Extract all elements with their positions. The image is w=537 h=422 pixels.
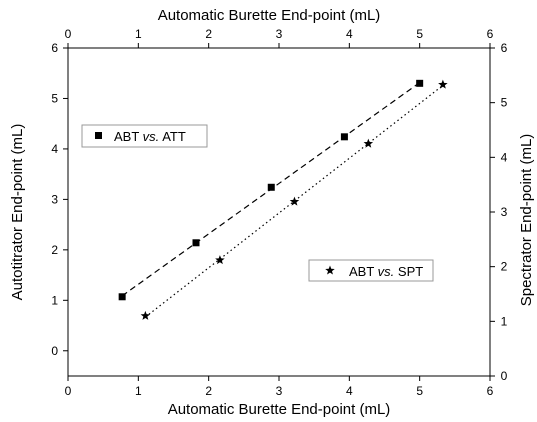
data-point-square bbox=[267, 183, 275, 191]
data-point-square bbox=[118, 293, 126, 301]
y-left-tick-label: 3 bbox=[51, 192, 58, 206]
fit-lines bbox=[121, 82, 444, 318]
x-top-tick-label: 2 bbox=[205, 27, 212, 41]
x-bottom-tick-label: 6 bbox=[487, 384, 494, 398]
data-point-star bbox=[363, 138, 374, 148]
x-bottom-tick-label: 3 bbox=[276, 384, 283, 398]
x-top-tick-label: 3 bbox=[276, 27, 283, 41]
x-top-tick-label: 1 bbox=[135, 27, 142, 41]
x-bottom-tick-label: 1 bbox=[135, 384, 142, 398]
legend-box-spt: ABT vs. SPT bbox=[308, 259, 434, 282]
plot-frame bbox=[67, 47, 491, 377]
x-top-tick-label: 0 bbox=[65, 27, 72, 41]
y-left-tick-label: 0 bbox=[51, 344, 58, 358]
legend-frame-spt bbox=[308, 259, 434, 282]
x-top-tick-label: 4 bbox=[346, 27, 353, 41]
data-point-square bbox=[192, 239, 200, 247]
legend-label-att: ABT vs. ATT bbox=[114, 129, 186, 144]
legend-marker-star-icon bbox=[325, 265, 335, 275]
legend-box-att: ABT vs. ATT bbox=[81, 124, 208, 148]
x-top-tick-label: 6 bbox=[487, 27, 494, 41]
y-left-tick-label: 4 bbox=[51, 142, 58, 156]
x-top-tick-label: 5 bbox=[416, 27, 423, 41]
y-left-tick-label: 1 bbox=[51, 293, 58, 307]
data-point-star bbox=[438, 79, 448, 89]
y-right-tick-label: 0 bbox=[501, 369, 508, 383]
y-left-tick-label: 5 bbox=[51, 91, 58, 105]
x-bottom-tick-label: 2 bbox=[205, 384, 212, 398]
data-points bbox=[118, 79, 448, 320]
y-left-tick-label: 2 bbox=[51, 243, 58, 257]
data-point-square bbox=[340, 133, 348, 141]
y-axis-left-title: Autotitrator End-point (mL) bbox=[9, 124, 26, 301]
y-right-tick-label: 5 bbox=[501, 96, 508, 110]
x-axis-top-title: Automatic Burette End-point (mL) bbox=[158, 7, 381, 24]
y-right-tick-label: 6 bbox=[501, 41, 508, 55]
legend-label-spt: ABT vs. SPT bbox=[349, 264, 423, 279]
legend-marker-square-icon bbox=[95, 132, 102, 139]
x-axis-bottom-title: Automatic Burette End-point (mL) bbox=[168, 401, 391, 418]
y-axis-right-title: Spectrator End-point (mL) bbox=[518, 134, 535, 307]
x-bottom-tick-label: 5 bbox=[416, 384, 423, 398]
y-left-tick-label: 6 bbox=[51, 41, 58, 55]
x-bottom-tick-label: 4 bbox=[346, 384, 353, 398]
legend-frame-att bbox=[81, 124, 208, 148]
y-right-tick-label: 3 bbox=[501, 205, 508, 219]
y-right-tick-label: 4 bbox=[501, 150, 508, 164]
data-point-star bbox=[289, 196, 300, 206]
data-point-star bbox=[215, 255, 225, 265]
data-point-square bbox=[416, 79, 424, 87]
x-bottom-tick-label: 0 bbox=[65, 384, 72, 398]
y-right-tick-label: 2 bbox=[501, 260, 508, 274]
y-right-tick-label: 1 bbox=[501, 314, 508, 328]
data-point-star bbox=[140, 310, 151, 320]
